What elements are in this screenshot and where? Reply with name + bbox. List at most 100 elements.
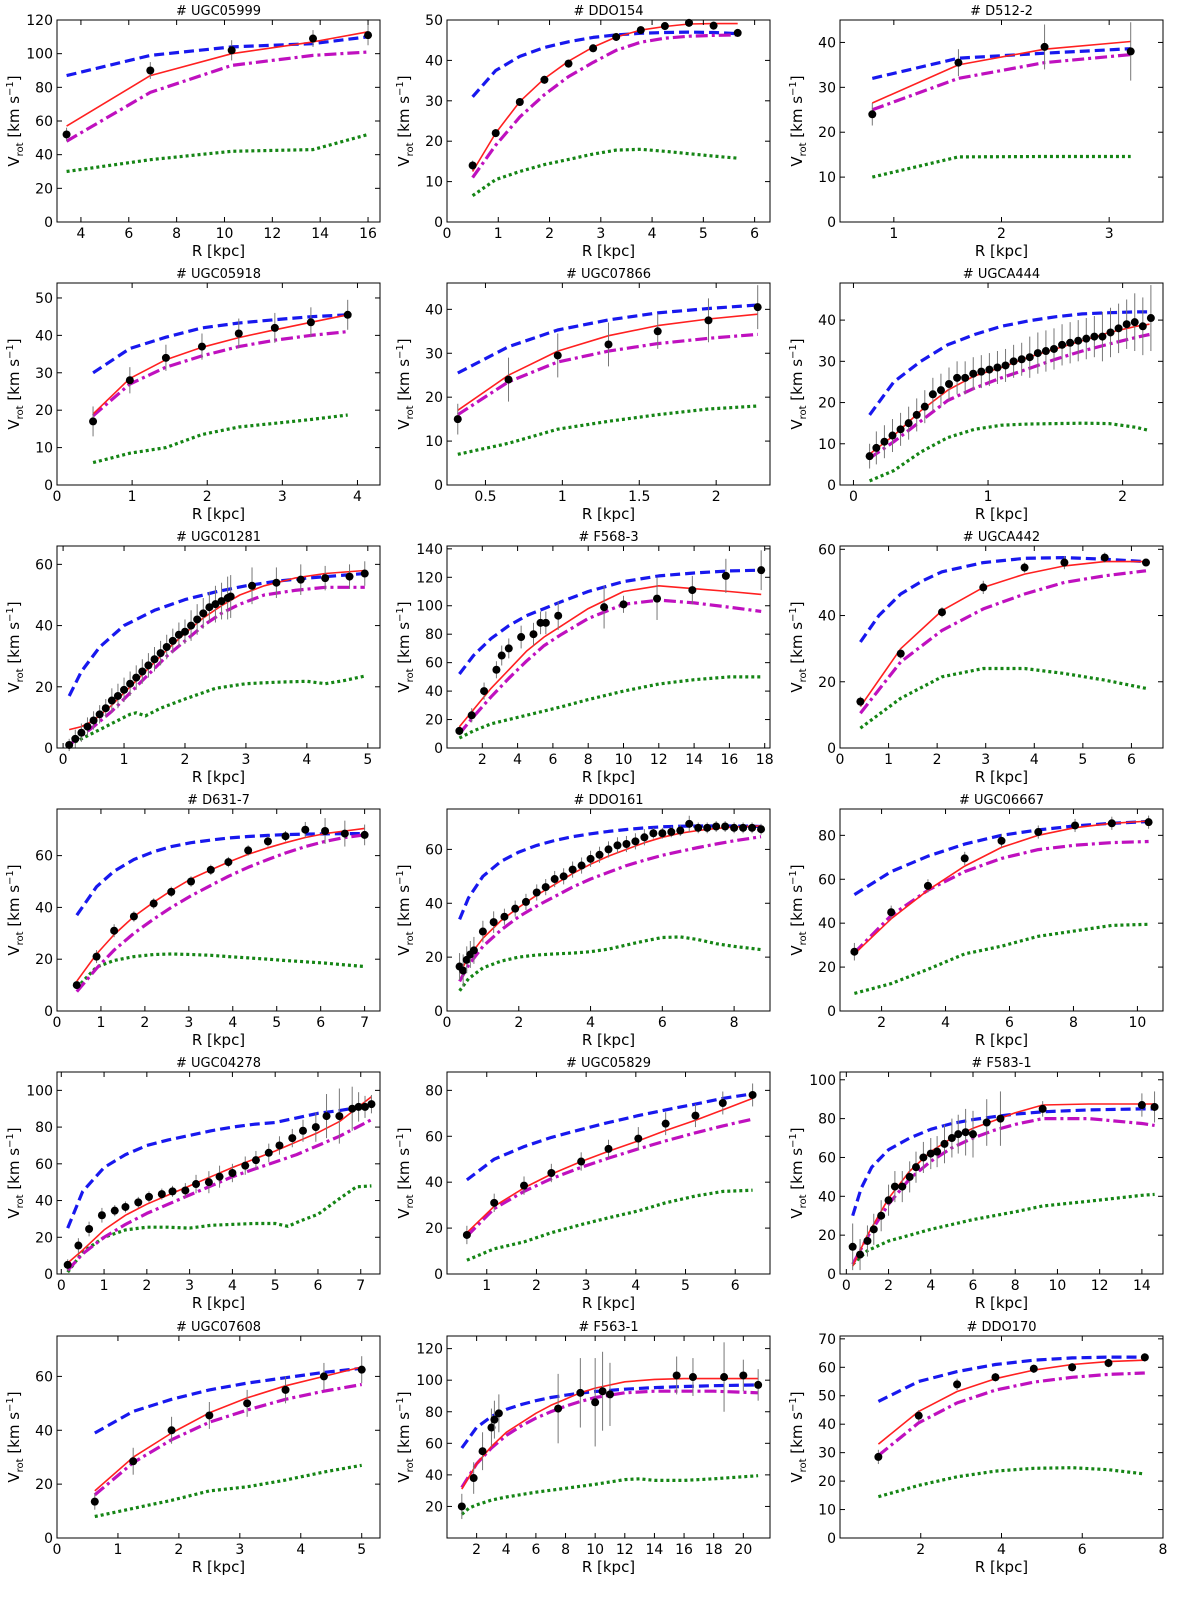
- y-tick-label: 20: [35, 181, 53, 197]
- panel-18: # DDO170 2 4 6 8 0 10 20 30 40 50 60 70 R [kpc] Vrot […: [788, 1320, 1167, 1576]
- series-line-gas: [871, 154, 1131, 179]
- y-label-main: V: [5, 1472, 23, 1483]
- x-tick-label: 2: [1118, 489, 1127, 505]
- data-point: [920, 402, 929, 411]
- series-line-halo: [94, 1366, 362, 1435]
- data-point: [979, 583, 988, 592]
- data-point: [101, 704, 110, 713]
- y-tick-label: 80: [425, 1405, 443, 1421]
- series-line-baryons: [868, 332, 1150, 460]
- data-point: [83, 722, 92, 731]
- y-tick-label: 20: [425, 390, 443, 406]
- x-tick-label: 2: [877, 1015, 886, 1031]
- x-tick-label: 5: [363, 752, 372, 768]
- y-label-sub: rot: [405, 1194, 416, 1208]
- y-label-units: [km s: [5, 885, 23, 932]
- data-point: [156, 649, 165, 658]
- data-point: [577, 1157, 586, 1166]
- axes-frame: [56, 19, 381, 223]
- panel-1: # UGC05999 4 6 8 10 12 14 16 0 20 40 60 80 100 120 R [k…: [5, 4, 381, 260]
- series-line-baryons: [460, 1389, 759, 1489]
- y-tick-label: 20: [818, 675, 836, 691]
- y-tick-label: 0: [827, 1004, 836, 1020]
- x-tick-label: 0: [443, 1015, 452, 1031]
- x-tick-label: 4: [353, 489, 362, 505]
- data-point: [1025, 353, 1034, 362]
- data-point: [904, 419, 913, 428]
- y-label-sup: −1: [5, 1397, 16, 1412]
- x-tick-label: 2: [916, 1542, 925, 1558]
- data-point: [167, 1426, 176, 1435]
- y-tick-label: 60: [818, 872, 836, 888]
- data-point: [605, 1390, 614, 1399]
- data-point: [982, 1118, 991, 1127]
- y-label-units: [km s: [395, 885, 413, 932]
- data-point: [961, 373, 970, 382]
- y-label-main: V: [788, 419, 806, 430]
- y-label-sub: rot: [798, 931, 809, 945]
- data-point: [478, 1447, 487, 1456]
- panel-title: # UGC06667: [959, 793, 1044, 808]
- series-line-baryons: [877, 1371, 1145, 1457]
- series-line-gas: [458, 675, 762, 740]
- plot-area: [92, 313, 348, 465]
- series-line-halo: [471, 30, 738, 98]
- series-line-gas: [460, 1474, 759, 1516]
- y-tick-label: 0: [44, 478, 53, 494]
- data-point: [564, 59, 573, 68]
- data-point: [309, 34, 318, 43]
- x-tick-label: 6: [1005, 1015, 1014, 1031]
- x-tick-label: 5: [272, 1015, 281, 1031]
- data-point: [364, 31, 373, 40]
- data-point: [243, 1399, 252, 1408]
- data-point: [1138, 322, 1147, 331]
- y-tick-label: 20: [35, 680, 53, 696]
- data-point: [612, 32, 621, 41]
- data-point: [658, 829, 667, 838]
- series-line-gas: [466, 1188, 753, 1262]
- series-line-gas: [75, 952, 365, 989]
- data-point: [162, 643, 171, 651]
- data-point: [888, 431, 897, 440]
- y-axis-label: Vrot [km s−1]: [5, 75, 26, 166]
- y-tick-label: 40: [818, 916, 836, 932]
- x-tick-label: 8: [584, 752, 593, 768]
- y-tick-label: 20: [818, 125, 836, 141]
- series-line-halo: [859, 555, 1147, 643]
- y-tick-label: 40: [35, 1423, 53, 1439]
- x-tick-label: 12: [263, 226, 281, 242]
- data-point: [589, 44, 598, 53]
- data-point: [1071, 821, 1080, 830]
- y-label-units: [km s: [5, 96, 23, 143]
- x-tick-label: 1: [884, 752, 893, 768]
- axes-frame: [446, 808, 771, 1012]
- y-tick-label: 120: [416, 1342, 443, 1358]
- panel-15: # F583-1 0 2 4 6 8 10 12 14 0 20 40 60 80 100 R [kpc] Vr…: [788, 1056, 1164, 1312]
- data-point: [149, 899, 158, 908]
- axes-frame: [446, 19, 771, 223]
- y-tick-label: 20: [425, 1499, 443, 1515]
- x-tick-label: 3: [278, 489, 287, 505]
- y-label-close: ]: [788, 1391, 806, 1397]
- data-point: [168, 1187, 177, 1196]
- x-tick-label: 3: [981, 752, 990, 768]
- data-point: [107, 696, 116, 705]
- data-point: [1100, 553, 1109, 562]
- data-point: [954, 1130, 963, 1139]
- y-label-close: ]: [5, 1127, 23, 1133]
- data-point: [559, 872, 568, 881]
- data-point: [634, 1134, 643, 1143]
- y-tick-label: 30: [425, 94, 443, 110]
- data-point: [321, 574, 330, 583]
- data-point: [263, 837, 272, 846]
- data-point: [480, 687, 489, 696]
- x-axis-label: R [kpc]: [192, 1294, 245, 1312]
- y-tick-label: 40: [818, 35, 836, 51]
- data-point: [197, 342, 206, 351]
- x-tick-label: 8: [561, 1542, 570, 1558]
- series-line-halo: [851, 1107, 1155, 1217]
- x-tick-label: 4: [76, 226, 85, 242]
- y-label-main: V: [395, 945, 413, 956]
- data-point: [85, 1225, 94, 1234]
- y-tick-label: 0: [827, 741, 836, 757]
